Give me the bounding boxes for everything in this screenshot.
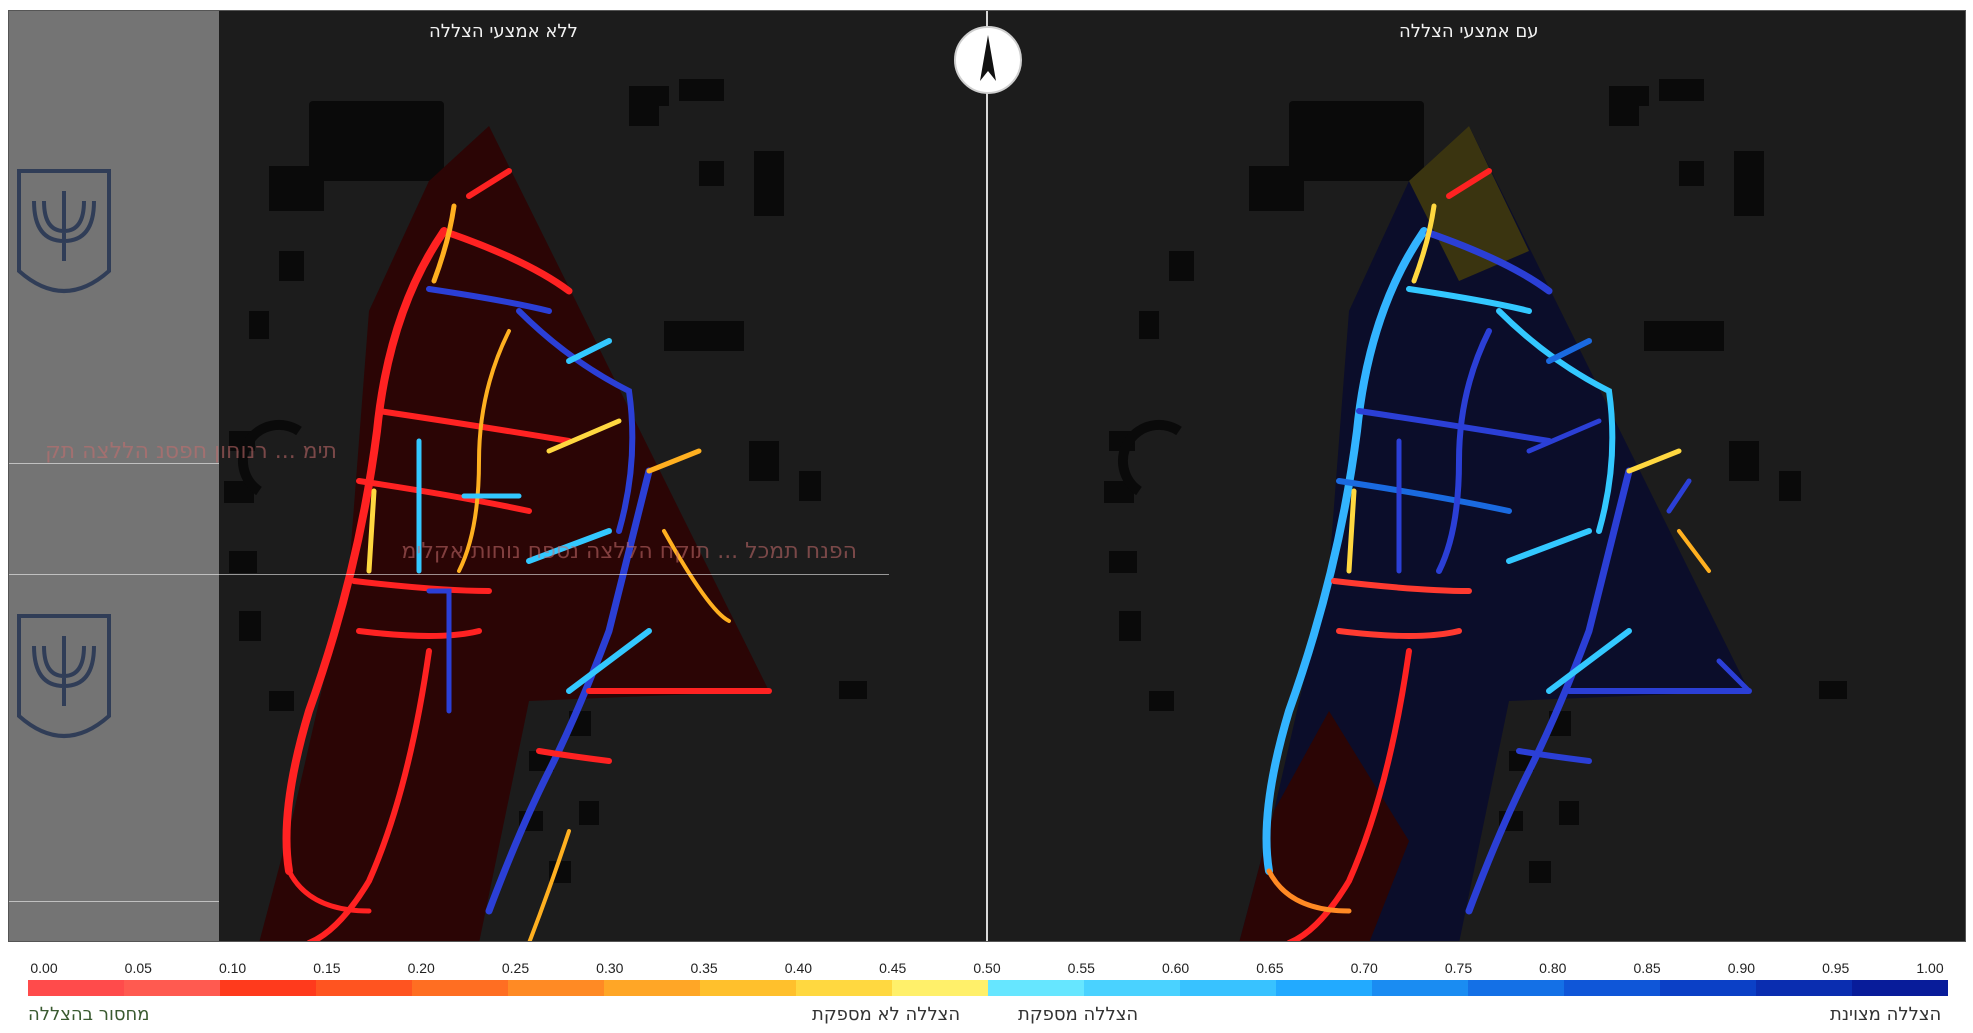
- state-emblem-icon: [17, 169, 111, 293]
- legend-tick-label: 0.60: [1161, 960, 1190, 976]
- legend-color-segment: [604, 980, 700, 996]
- legend-tick-label: 0.25: [501, 960, 530, 976]
- legend-tick-label: 0.20: [407, 960, 435, 976]
- legend-color-segment: [1852, 980, 1948, 996]
- legend-color-segment: [124, 980, 220, 996]
- legend-tick-label: 0.45: [879, 960, 907, 976]
- legend-tick-label: 0.70: [1350, 960, 1378, 976]
- divider-line: [9, 463, 219, 464]
- legend-color-segment: [1756, 980, 1852, 996]
- streets-layer: [1262, 168, 1752, 941]
- legend-tick-label: 0.55: [1067, 960, 1095, 976]
- arc-structure: [237, 419, 302, 496]
- legend-color-segment: [892, 980, 988, 996]
- north-arrow-icon: [954, 26, 1022, 94]
- map-panel-without-shading: תימ ... רנוחון חפסנ הללצה תק הפנח תמכל .…: [9, 11, 987, 941]
- legend-color-segment: [1180, 980, 1276, 996]
- legend-color-segment: [220, 980, 316, 996]
- district-area: [259, 126, 769, 941]
- legend-color-segment: [1084, 980, 1180, 996]
- district-area: [1239, 126, 1749, 941]
- legend-color-segment: [796, 980, 892, 996]
- legend-tick-label: 0.75: [1444, 960, 1473, 976]
- legend-color-segment: [1276, 980, 1372, 996]
- map-without-shading: [224, 79, 867, 941]
- legend-class-sufficient-shading: הצללה מספקת: [1018, 1004, 1139, 1025]
- buildings-layer: [224, 79, 867, 883]
- legend-color-segment: [412, 980, 508, 996]
- district-area-unshaded: [1239, 711, 1409, 941]
- legend-tick-label: 0.40: [784, 960, 813, 976]
- legend-color-segment: [1564, 980, 1660, 996]
- streets-layer: [282, 168, 772, 941]
- district-area-highlight: [1409, 126, 1529, 281]
- legend-tick-label: 0.05: [124, 960, 152, 976]
- legend-tick-label: 0.10: [218, 960, 247, 976]
- ghost-text: הפנח תמכל ... תוקח הללצה נספח נוחות אקלי…: [401, 539, 857, 564]
- panel-title-left: ללא אמצעי הצללה: [429, 21, 578, 42]
- legend-color-segment: [700, 980, 796, 996]
- legend-tick-label: 1.00: [1916, 960, 1944, 976]
- legend-color-segment: [1372, 980, 1468, 996]
- legend-color-segment: [1468, 980, 1564, 996]
- map-with-shading: [1104, 79, 1847, 941]
- legend-color-segment: [1660, 980, 1756, 996]
- legend-tick-label: 0.95: [1822, 960, 1850, 976]
- legend-tick-label: 0.50: [973, 960, 1001, 976]
- map-panel-with-shading: עם אמצעי הצללה: [989, 11, 1965, 941]
- legend-class-insufficient-shading: הצללה לא מספקת: [812, 1004, 961, 1025]
- legend-tick-label: 0.65: [1256, 960, 1284, 976]
- legend-tick-label: 0.80: [1539, 960, 1567, 976]
- legend-color-scale: [28, 980, 1948, 996]
- shading-legend: 0.00 0.05 0.10 0.15 0.20 0.25 0.30 0.35 0.40 0.45…: [0, 942, 1973, 1033]
- panel-divider: [986, 11, 988, 941]
- legend-class-excellent-shading: הצללה מצוינת: [1830, 1004, 1942, 1025]
- legend-color-segment: [316, 980, 412, 996]
- faded-document-overlay: [9, 11, 219, 941]
- legend-tick-label: 0.90: [1727, 960, 1756, 976]
- divider-line: [9, 901, 219, 902]
- state-emblem-icon: [17, 614, 111, 738]
- legend-class-shading-deficit: מחסור בהצללה: [28, 1004, 150, 1025]
- legend-tick-label: 0.15: [313, 960, 341, 976]
- divider-line: [9, 574, 889, 575]
- legend-color-segment: [28, 980, 124, 996]
- arc-structure: [1117, 419, 1182, 496]
- legend-color-segment: [508, 980, 604, 996]
- map-frame: תימ ... רנוחון חפסנ הללצה תק הפנח תמכל .…: [8, 10, 1966, 942]
- legend-tick-label: 0.30: [596, 960, 624, 976]
- ghost-text: תימ ... רנוחון חפסנ הללצה תק: [45, 439, 337, 464]
- panel-title-right: עם אמצעי הצללה: [1399, 21, 1539, 42]
- legend-tick-label: 0.35: [690, 960, 718, 976]
- legend-color-segment: [988, 980, 1084, 996]
- legend-tick-label: 0.00: [30, 960, 58, 976]
- legend-tick-label: 0.85: [1633, 960, 1661, 976]
